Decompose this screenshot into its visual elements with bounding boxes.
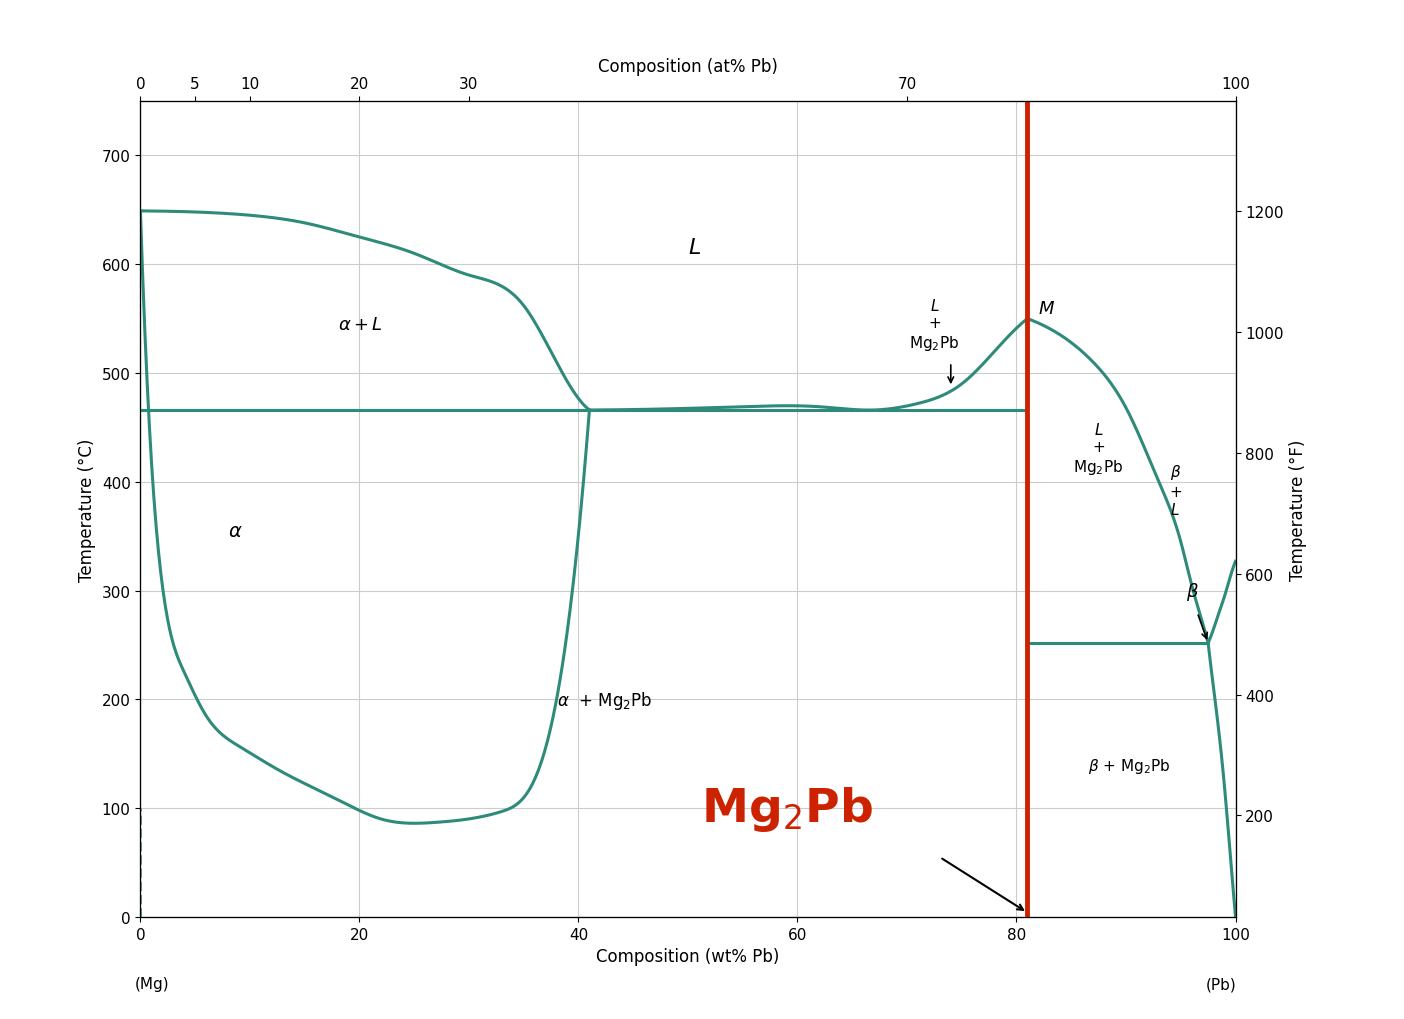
Text: $\beta$
+
$L$: $\beta$ + $L$ bbox=[1170, 463, 1182, 518]
Y-axis label: Temperature (°C): Temperature (°C) bbox=[79, 438, 95, 581]
Text: Mg$_2$Pb: Mg$_2$Pb bbox=[701, 785, 872, 834]
Text: $L$: $L$ bbox=[688, 238, 701, 258]
Text: $\beta$: $\beta$ bbox=[1186, 581, 1199, 602]
Text: $L$
+
Mg$_2$Pb: $L$ + Mg$_2$Pb bbox=[1074, 421, 1123, 477]
Y-axis label: Temperature (°F): Temperature (°F) bbox=[1289, 439, 1307, 580]
Text: (Mg): (Mg) bbox=[135, 976, 168, 991]
X-axis label: Composition (wt% Pb): Composition (wt% Pb) bbox=[597, 948, 779, 965]
Text: $\alpha$: $\alpha$ bbox=[227, 522, 243, 541]
Text: $\alpha$  + Mg$_2$Pb: $\alpha$ + Mg$_2$Pb bbox=[556, 689, 651, 711]
Text: $\beta$ + Mg$_2$Pb: $\beta$ + Mg$_2$Pb bbox=[1088, 756, 1170, 775]
Text: (Pb): (Pb) bbox=[1206, 976, 1237, 991]
Text: $L$
+
Mg$_2$Pb: $L$ + Mg$_2$Pb bbox=[910, 298, 959, 353]
Text: $M$: $M$ bbox=[1039, 300, 1056, 318]
X-axis label: Composition (at% Pb): Composition (at% Pb) bbox=[598, 58, 778, 75]
Text: $\alpha + L$: $\alpha + L$ bbox=[337, 316, 382, 334]
